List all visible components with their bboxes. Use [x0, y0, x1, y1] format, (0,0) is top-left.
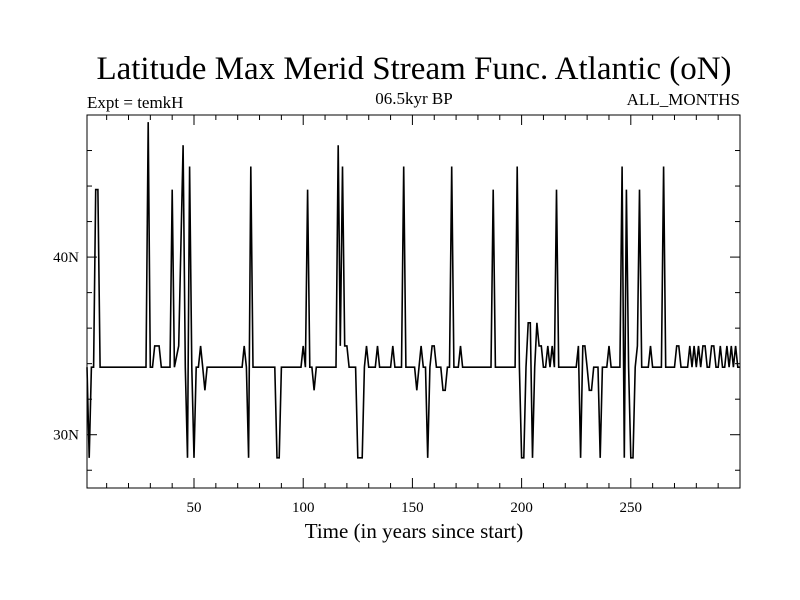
x-tick-label: 100: [292, 500, 315, 516]
series-line: [86, 122, 740, 459]
x-tick-label: 250: [620, 500, 643, 516]
axis-ticks: [87, 114, 741, 488]
chart-title: Latitude Max Merid Stream Func. Atlantic…: [96, 51, 731, 87]
x-tick-label: 50: [187, 500, 202, 516]
y-tick-label: 40N: [53, 250, 79, 266]
tick-labels: 50 100 150 200 250 30N 40N: [53, 250, 642, 516]
y-tick-label: 30N: [53, 428, 79, 444]
subtitle-left: Expt = temkH: [87, 93, 183, 112]
subtitle-center: 06.5kyr BP: [375, 89, 452, 108]
x-tick-label: 200: [510, 500, 533, 516]
subtitle-right: ALL_MONTHS: [627, 90, 740, 109]
x-tick-label: 150: [401, 500, 424, 516]
x-axis-label: Time (in years since start): [305, 519, 524, 543]
plot-frame: [86, 114, 741, 489]
